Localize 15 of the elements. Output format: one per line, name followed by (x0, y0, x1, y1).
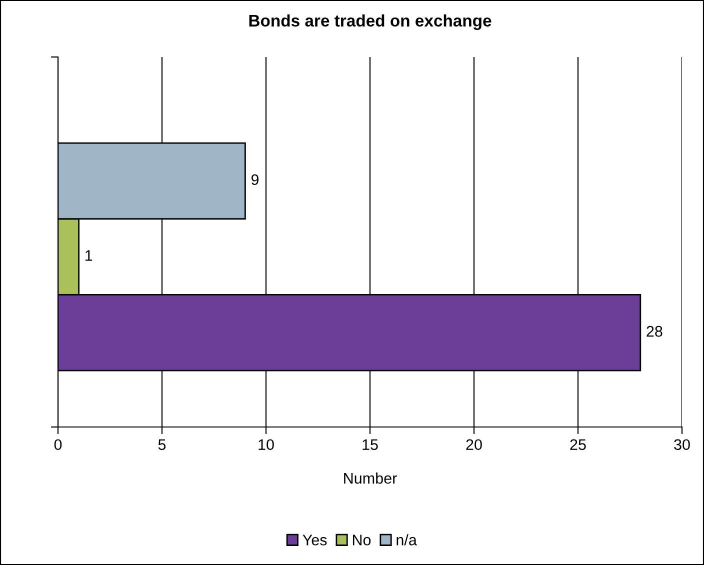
data-label: 9 (251, 174, 259, 186)
x-tick-label: 20 (466, 439, 482, 450)
x-tick-label: 25 (570, 439, 586, 450)
data-label: 1 (86, 250, 92, 261)
x-tick-label: 5 (158, 439, 166, 450)
legend-label: No (352, 534, 371, 546)
x-tick-label: 10 (258, 439, 274, 450)
x-tick-label: 0 (54, 439, 62, 450)
data-label: 28 (646, 326, 662, 337)
x-axis-title: Number (344, 472, 397, 484)
x-tick-label: 30 (674, 439, 690, 450)
x-tick-label: 15 (362, 439, 378, 450)
chart-title: Bonds are traded on exchange (249, 14, 492, 30)
legend-label: n/a (396, 534, 417, 546)
legend-label: Yes (302, 534, 327, 546)
